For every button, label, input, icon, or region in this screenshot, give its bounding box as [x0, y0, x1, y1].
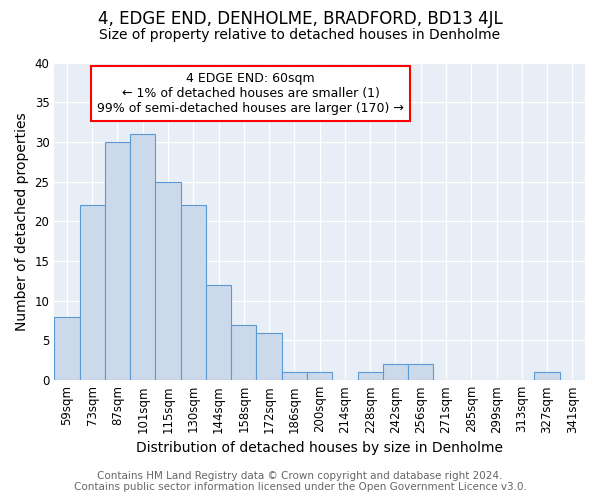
- Text: 4 EDGE END: 60sqm
← 1% of detached houses are smaller (1)
99% of semi-detached h: 4 EDGE END: 60sqm ← 1% of detached house…: [97, 72, 404, 115]
- X-axis label: Distribution of detached houses by size in Denholme: Distribution of detached houses by size …: [136, 441, 503, 455]
- Bar: [80, 206, 105, 380]
- Bar: [181, 206, 206, 380]
- Bar: [155, 182, 181, 380]
- Bar: [535, 372, 560, 380]
- Bar: [307, 372, 332, 380]
- Bar: [130, 134, 155, 380]
- Y-axis label: Number of detached properties: Number of detached properties: [15, 112, 29, 330]
- Bar: [206, 285, 231, 380]
- Bar: [54, 316, 80, 380]
- Bar: [383, 364, 408, 380]
- Bar: [358, 372, 383, 380]
- Bar: [408, 364, 433, 380]
- Bar: [256, 332, 282, 380]
- Text: 4, EDGE END, DENHOLME, BRADFORD, BD13 4JL: 4, EDGE END, DENHOLME, BRADFORD, BD13 4J…: [98, 10, 502, 28]
- Text: Contains HM Land Registry data © Crown copyright and database right 2024.
Contai: Contains HM Land Registry data © Crown c…: [74, 471, 526, 492]
- Bar: [231, 324, 256, 380]
- Bar: [105, 142, 130, 380]
- Text: Size of property relative to detached houses in Denholme: Size of property relative to detached ho…: [100, 28, 500, 42]
- Bar: [282, 372, 307, 380]
